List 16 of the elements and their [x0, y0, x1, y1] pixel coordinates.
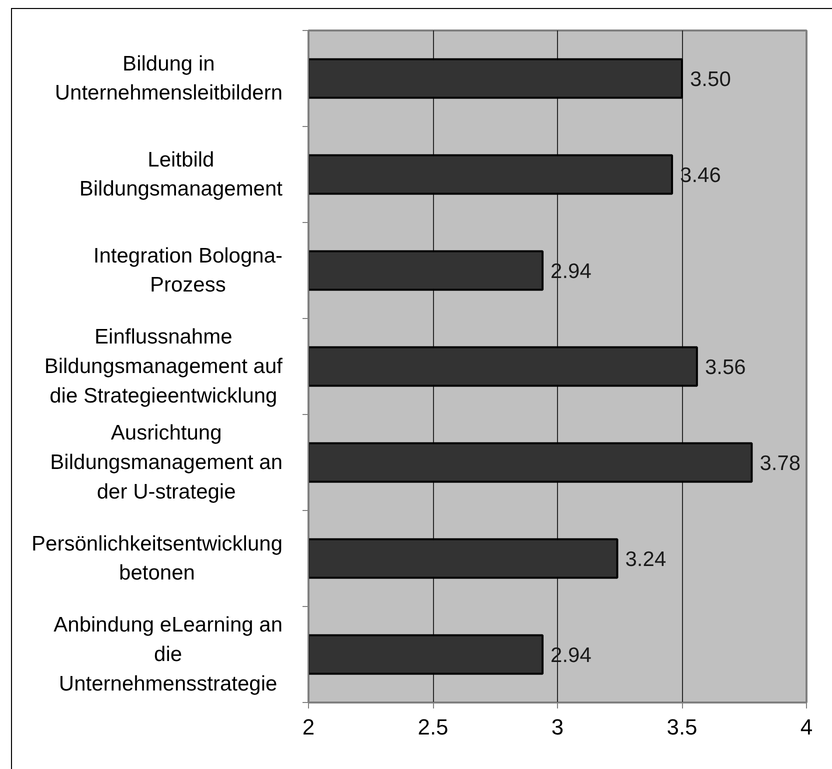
x-tick-label: 2 — [302, 714, 315, 740]
y-tick-label: Anbindung eLearning an die Unternehmensstrategie — [54, 614, 283, 696]
data-label: 3.78 — [760, 452, 801, 475]
y-tick-label: Einflussnahme Bildungsmanagement auf die Strategieentwicklung — [44, 326, 283, 408]
y-tick-label: Persönlichkeitsentwicklung betonen — [32, 532, 283, 585]
y-tick-label: Integration Bologna- Prozess — [93, 244, 283, 297]
x-tick-label: 3.5 — [666, 714, 698, 740]
x-tick-label: 4 — [800, 714, 813, 740]
data-label: 3.56 — [704, 356, 746, 379]
x-tick-label: 2.5 — [418, 714, 448, 740]
data-label: 3.24 — [625, 548, 666, 571]
y-tick-label: Ausrichtung Bildungsmanagement an der U-strategie — [50, 422, 283, 504]
data-label: 3.50 — [690, 68, 731, 91]
x-tick-label: 3 — [551, 714, 564, 740]
y-tick-label: Bildung in Unternehmensleitbildern — [54, 52, 283, 105]
y-tick-label: Leitbild Bildungsmanagement — [79, 148, 283, 201]
